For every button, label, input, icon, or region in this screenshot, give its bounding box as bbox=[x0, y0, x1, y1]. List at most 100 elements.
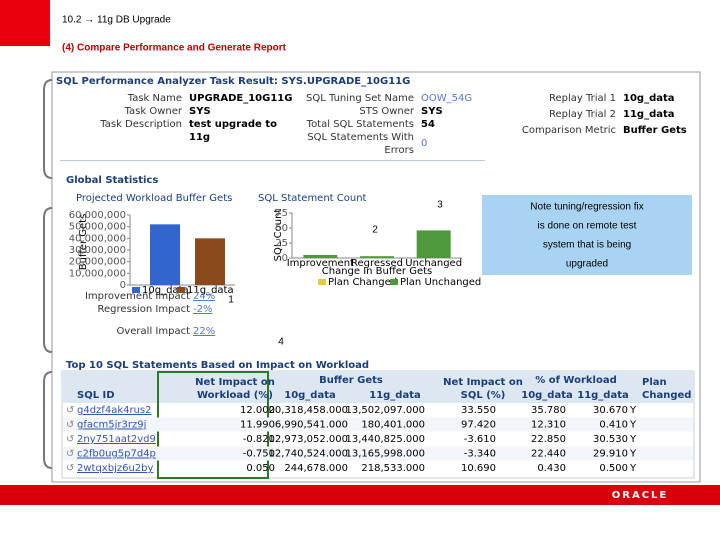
impact-value: 24% bbox=[193, 291, 215, 302]
x-axis-label: Change In Buffer Gets bbox=[322, 266, 433, 277]
th: 11g_data bbox=[577, 390, 629, 401]
field-value: SYS bbox=[189, 106, 211, 117]
section-heading: Top 10 SQL Statements Based on Impact on… bbox=[66, 360, 369, 371]
section-heading: Global Statistics bbox=[66, 175, 158, 186]
th: SQL (%) bbox=[461, 390, 506, 401]
legend-label: 11g_data bbox=[187, 285, 234, 296]
cell: 0.050 bbox=[246, 463, 275, 474]
field-label: Task Description bbox=[99, 119, 182, 130]
x-tick-label: Improvement bbox=[287, 258, 354, 269]
field-label: STS Owner bbox=[359, 106, 415, 117]
y-tick-label: 75 bbox=[275, 208, 288, 219]
callout: 2 bbox=[372, 225, 378, 236]
th: 11g_data bbox=[369, 390, 421, 401]
field-value: SYS bbox=[421, 106, 443, 117]
y-tick-label: 25 bbox=[275, 238, 288, 249]
row-icon: ↺ bbox=[66, 434, 74, 445]
cell: 12,740,524.000 bbox=[268, 449, 348, 460]
cell: -3.610 bbox=[464, 434, 496, 445]
cell: 22.850 bbox=[531, 434, 566, 445]
task-heading: SQL Performance Analyzer Task Result: SY… bbox=[56, 76, 410, 87]
divider bbox=[60, 160, 485, 161]
th: Net Impact on bbox=[195, 377, 275, 388]
cell: 30.670 bbox=[593, 405, 628, 416]
th: Net Impact on bbox=[443, 377, 523, 388]
x-tick-label: Regressed bbox=[351, 258, 403, 269]
x-tick-label: Unchanged bbox=[405, 258, 462, 269]
cell: Y bbox=[629, 463, 637, 474]
cell: 6,990,541.000 bbox=[275, 420, 348, 431]
field-value: UPGRADE_10G11G bbox=[189, 93, 292, 104]
th: Changed bbox=[642, 390, 691, 401]
cell: 30.530 bbox=[593, 434, 628, 445]
legend-swatch bbox=[177, 287, 185, 293]
cell: 33.550 bbox=[461, 405, 496, 416]
field-label: Replay Trial 2 bbox=[549, 109, 616, 120]
th: Plan bbox=[642, 377, 667, 388]
cell: 13,440,825.000 bbox=[345, 434, 425, 445]
brackets bbox=[43, 79, 53, 469]
y-axis-label: SQL Count bbox=[273, 209, 284, 262]
cell: 20,318,458.000 bbox=[268, 405, 348, 416]
row-icon: ↺ bbox=[66, 405, 74, 416]
slide-title: 10.2 → 11g DB Upgrade bbox=[62, 15, 171, 26]
legend-label: Plan Changed bbox=[328, 277, 397, 288]
legend-swatch bbox=[390, 279, 398, 285]
field-value: Buffer Gets bbox=[623, 125, 687, 136]
cell: -3.340 bbox=[464, 449, 496, 460]
cell: 2ny751aat2vd9 bbox=[77, 434, 156, 445]
cell: 0.430 bbox=[537, 463, 566, 474]
cell: 10.690 bbox=[461, 463, 496, 474]
cell: 12.000 bbox=[240, 405, 275, 416]
table-header-bg bbox=[62, 371, 694, 403]
cell: 218,533.000 bbox=[361, 463, 425, 474]
field-value: 54 bbox=[421, 119, 435, 130]
field-label: Comparison Metric bbox=[522, 125, 616, 136]
y-tick-label: 0 bbox=[282, 253, 288, 264]
legend-label: Plan Unchanged bbox=[400, 277, 481, 288]
y-tick-label: 30,000,000 bbox=[69, 245, 126, 256]
cell: -0.750 bbox=[243, 449, 275, 460]
th: 10g_data bbox=[521, 390, 573, 401]
field-label: Errors bbox=[384, 145, 414, 156]
field-value: 10g_data bbox=[623, 93, 675, 104]
legend-label: 10g_data bbox=[142, 285, 189, 296]
red-corner bbox=[0, 0, 50, 46]
note-text: upgraded bbox=[566, 259, 608, 270]
cell: 13,502,097.000 bbox=[345, 405, 425, 416]
impact-label: Regression Impact bbox=[98, 304, 191, 315]
field-label: Replay Trial 1 bbox=[549, 93, 616, 104]
note-text: is done on remote test bbox=[538, 221, 637, 232]
impact-value: 22% bbox=[193, 326, 215, 337]
cell: 12.310 bbox=[531, 420, 566, 431]
impact-value: -2% bbox=[193, 304, 212, 315]
footer-bar bbox=[0, 485, 720, 505]
field-label: Task Owner bbox=[124, 106, 183, 117]
th: % of Workload bbox=[535, 375, 617, 386]
cell: Y bbox=[629, 405, 637, 416]
field-value: OOW_54G bbox=[421, 93, 472, 104]
row-bg bbox=[63, 417, 693, 432]
legend-swatch bbox=[318, 279, 326, 285]
bar bbox=[360, 256, 394, 258]
bar bbox=[150, 224, 180, 285]
field-value: 0 bbox=[421, 138, 427, 149]
cell: 0.410 bbox=[599, 420, 628, 431]
cell: 22.440 bbox=[531, 449, 566, 460]
note-text: Note tuning/regression fix bbox=[530, 202, 643, 213]
field-label: Task Name bbox=[127, 93, 182, 104]
y-tick-label: 40,000,000 bbox=[69, 233, 126, 244]
cell: 29.910 bbox=[593, 449, 628, 460]
bar bbox=[416, 230, 451, 258]
y-tick-label: 50 bbox=[275, 223, 288, 234]
cell: 12,973,052.000 bbox=[268, 434, 348, 445]
th: Buffer Gets bbox=[319, 375, 383, 386]
note-box bbox=[482, 195, 692, 275]
th: Workload (%) bbox=[197, 390, 273, 401]
impact-label: Improvement Impact bbox=[85, 291, 190, 302]
cell: 35.780 bbox=[531, 405, 566, 416]
y-tick-label: 20,000,000 bbox=[69, 257, 126, 268]
y-tick-label: 10,000,000 bbox=[69, 268, 126, 279]
cell: Y bbox=[629, 420, 637, 431]
y-tick-label: 50,000,000 bbox=[69, 222, 126, 233]
